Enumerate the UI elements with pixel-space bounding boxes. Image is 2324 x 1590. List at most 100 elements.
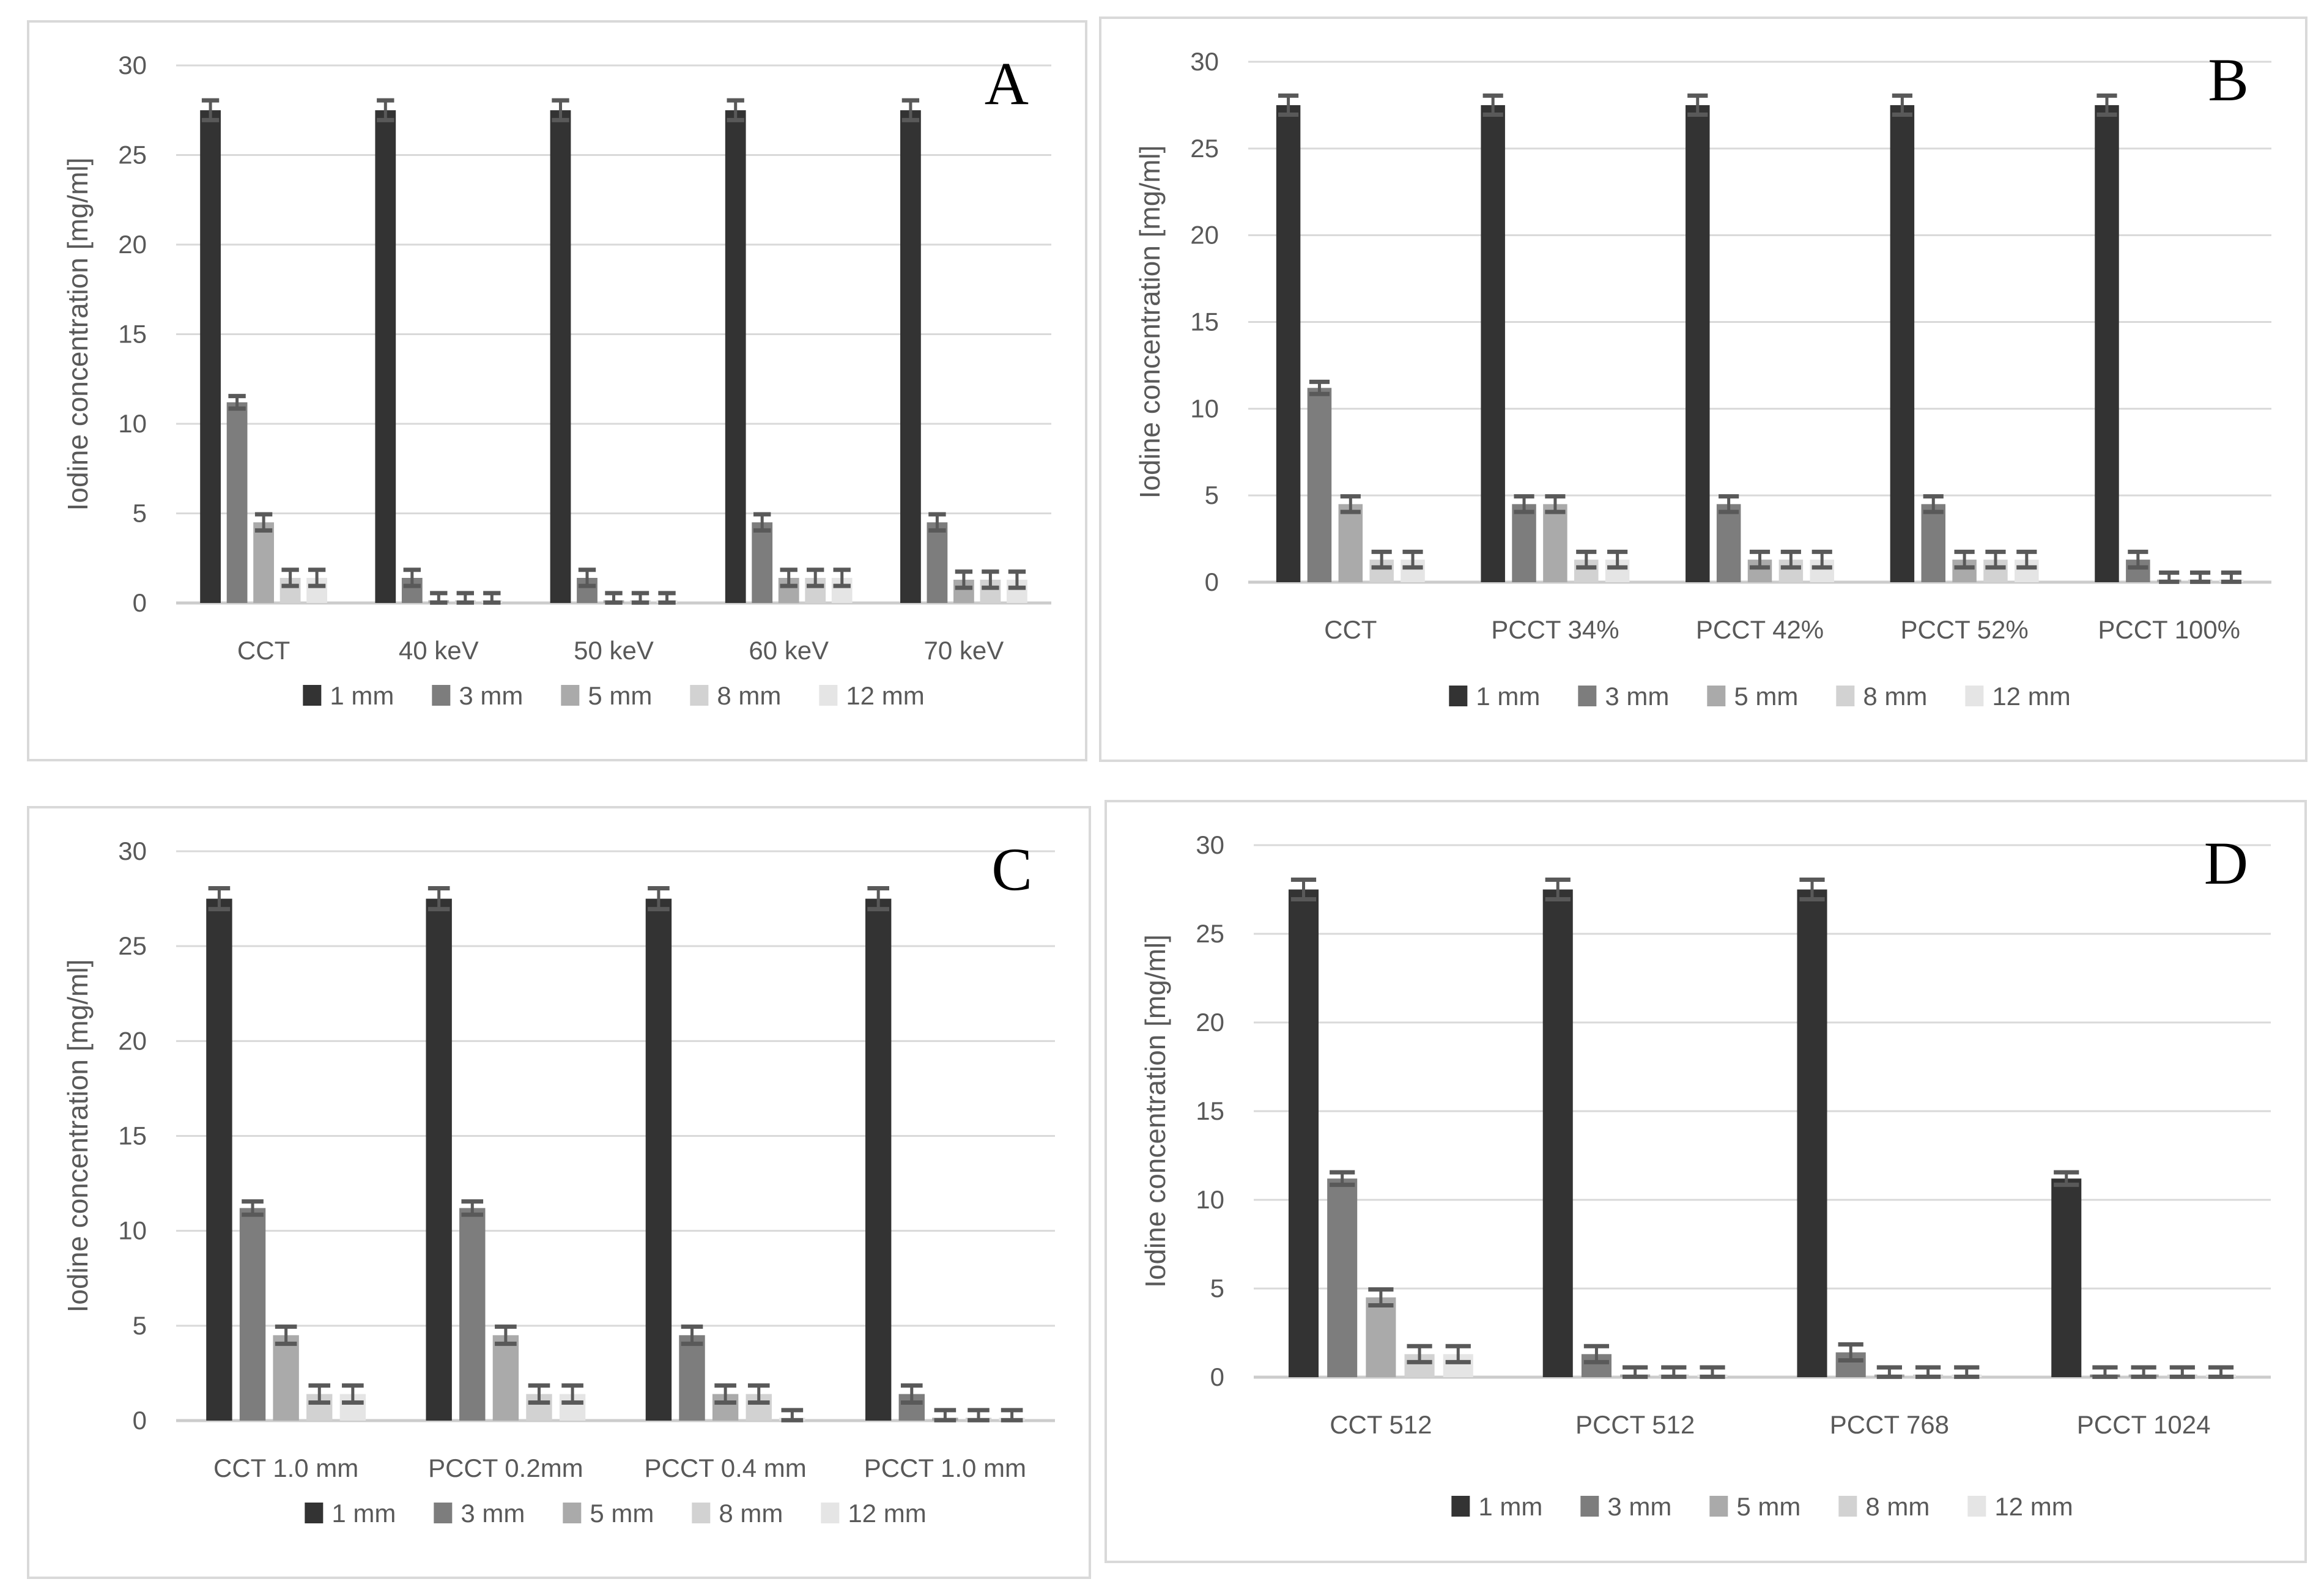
bar xyxy=(1542,889,1573,1377)
bar-series xyxy=(206,898,1025,1421)
legend-swatch xyxy=(1838,1496,1857,1517)
legend-swatch xyxy=(1965,686,1984,706)
bar xyxy=(206,898,232,1421)
bar-series xyxy=(1288,889,2237,1377)
bar xyxy=(725,110,746,603)
gridlines xyxy=(1254,844,2271,1379)
legend-label: 12 mm xyxy=(846,681,924,710)
bar xyxy=(1716,504,1741,582)
legend-swatch xyxy=(1709,1496,1728,1517)
bar xyxy=(1890,105,1915,582)
panel-letter-b: B xyxy=(2208,46,2249,114)
bar-chart-b: 0 5 10 15 20 25 30 Iodine concentration [mg/ml]… xyxy=(1134,47,2271,711)
y-axis-title: Iodine concentration [mg/ml] xyxy=(62,960,94,1313)
x-category-label: PCCT 1.0 mm xyxy=(864,1454,1026,1482)
bar xyxy=(426,898,452,1421)
legend: 1 mm 3 mm 5 mm 8 mm 12 mm xyxy=(305,1499,927,1528)
y-tick-label: 15 xyxy=(118,1122,147,1150)
legend-swatch xyxy=(1967,1496,1986,1517)
y-tick-label: 5 xyxy=(133,1311,147,1340)
legend-swatch xyxy=(821,1503,840,1523)
chart-panel-d: 0 5 10 15 20 25 30 Iodine concentration [mg/ml]… xyxy=(1105,800,2307,1563)
x-category-label: PCCT 42% xyxy=(1696,615,1824,644)
y-tick-label: 0 xyxy=(133,1406,147,1435)
y-tick-label: 10 xyxy=(118,1216,147,1245)
chart-panel-b: 0 5 10 15 20 25 30 Iodine concentration [mg/ml]… xyxy=(1099,17,2307,762)
legend-label: 5 mm xyxy=(590,1499,654,1528)
y-tick-label: 20 xyxy=(118,230,147,259)
bar xyxy=(1276,105,1301,582)
legend-label: 12 mm xyxy=(848,1499,926,1528)
gridlines xyxy=(176,850,1055,1422)
y-tick-label: 15 xyxy=(118,320,147,349)
bar xyxy=(550,110,571,603)
legend-label: 3 mm xyxy=(1607,1492,1671,1521)
legend-label: 12 mm xyxy=(1994,1492,2073,1521)
x-category-label: CCT xyxy=(1324,615,1377,644)
bar-chart-d: 0 5 10 15 20 25 30 Iodine concentration [mg/ml]… xyxy=(1139,830,2271,1521)
x-category-label: 60 keV xyxy=(749,636,829,665)
legend-swatch xyxy=(303,685,322,706)
x-category-label: PCCT 100% xyxy=(2098,615,2240,644)
y-axis-tick-labels: 0 5 10 15 20 25 30 xyxy=(118,837,147,1435)
legend: 1 mm 3 mm 5 mm 8 mm 12 mm xyxy=(1449,682,2071,711)
bar xyxy=(1921,504,1945,582)
legend-label: 8 mm xyxy=(1865,1492,1930,1521)
y-tick-label: 0 xyxy=(1210,1363,1224,1391)
chart-panel-c: 0 5 10 15 20 25 30 Iodine concentration [mg/ml]… xyxy=(27,806,1091,1579)
x-category-label: PCCT 512 xyxy=(1575,1410,1695,1439)
y-tick-label: 15 xyxy=(1196,1096,1224,1125)
error-bars xyxy=(1290,878,2234,1379)
y-tick-label: 20 xyxy=(1196,1008,1224,1037)
y-tick-label: 20 xyxy=(118,1026,147,1055)
y-tick-label: 0 xyxy=(133,588,147,617)
bar xyxy=(2095,105,2119,582)
y-tick-label: 30 xyxy=(1190,47,1219,76)
panel-letter-a: A xyxy=(984,50,1029,117)
bar-series xyxy=(1276,105,2244,582)
bar xyxy=(865,898,892,1421)
legend-label: 8 mm xyxy=(719,1499,783,1528)
bar-series xyxy=(200,110,1027,603)
x-category-label: PCCT 1024 xyxy=(2077,1410,2211,1439)
x-category-label: 40 keV xyxy=(399,636,479,665)
bar xyxy=(1366,1297,1396,1377)
y-tick-label: 25 xyxy=(118,931,147,960)
legend-swatch xyxy=(561,685,580,706)
legend-swatch xyxy=(1836,686,1855,706)
legend-label: 8 mm xyxy=(717,681,781,710)
y-axis-title: Iodine concentration [mg/ml] xyxy=(1134,146,1166,499)
bar-chart-a: 0 5 10 15 20 25 30 Iodine concentration [mg/ml]… xyxy=(62,51,1051,710)
legend-label: 3 mm xyxy=(1605,682,1669,711)
y-tick-label: 30 xyxy=(1196,830,1224,859)
legend-swatch xyxy=(305,1503,324,1523)
x-category-label: PCCT 768 xyxy=(1830,1410,1949,1439)
bar xyxy=(375,110,396,603)
panel-letter-c: C xyxy=(991,835,1032,903)
y-axis-title: Iodine concentration [mg/ml] xyxy=(1139,934,1171,1288)
y-tick-label: 30 xyxy=(118,837,147,865)
y-tick-label: 30 xyxy=(118,51,147,80)
error-bars xyxy=(1278,93,2242,584)
legend-swatch xyxy=(1449,686,1468,706)
x-category-label: 50 keV xyxy=(574,636,654,665)
legend-swatch xyxy=(1578,686,1597,706)
bar xyxy=(900,110,921,603)
y-tick-label: 10 xyxy=(1196,1185,1224,1214)
legend-swatch xyxy=(692,1503,711,1523)
legend-label: 5 mm xyxy=(1734,682,1798,711)
bar xyxy=(1797,889,1827,1377)
y-axis-title: Iodine concentration [mg/ml] xyxy=(62,158,94,511)
legend-swatch xyxy=(1580,1496,1599,1517)
y-tick-label: 5 xyxy=(133,499,147,528)
panel-letter-d: D xyxy=(2204,829,2248,897)
legend: 1 mm 3 mm 5 mm 8 mm 12 mm xyxy=(1451,1492,2073,1521)
legend-label: 5 mm xyxy=(588,681,652,710)
bar xyxy=(253,522,274,603)
legend-label: 12 mm xyxy=(1992,682,2070,711)
y-tick-label: 15 xyxy=(1190,308,1219,336)
y-tick-label: 10 xyxy=(118,409,147,438)
bar xyxy=(1686,105,1710,582)
bar xyxy=(645,898,672,1421)
